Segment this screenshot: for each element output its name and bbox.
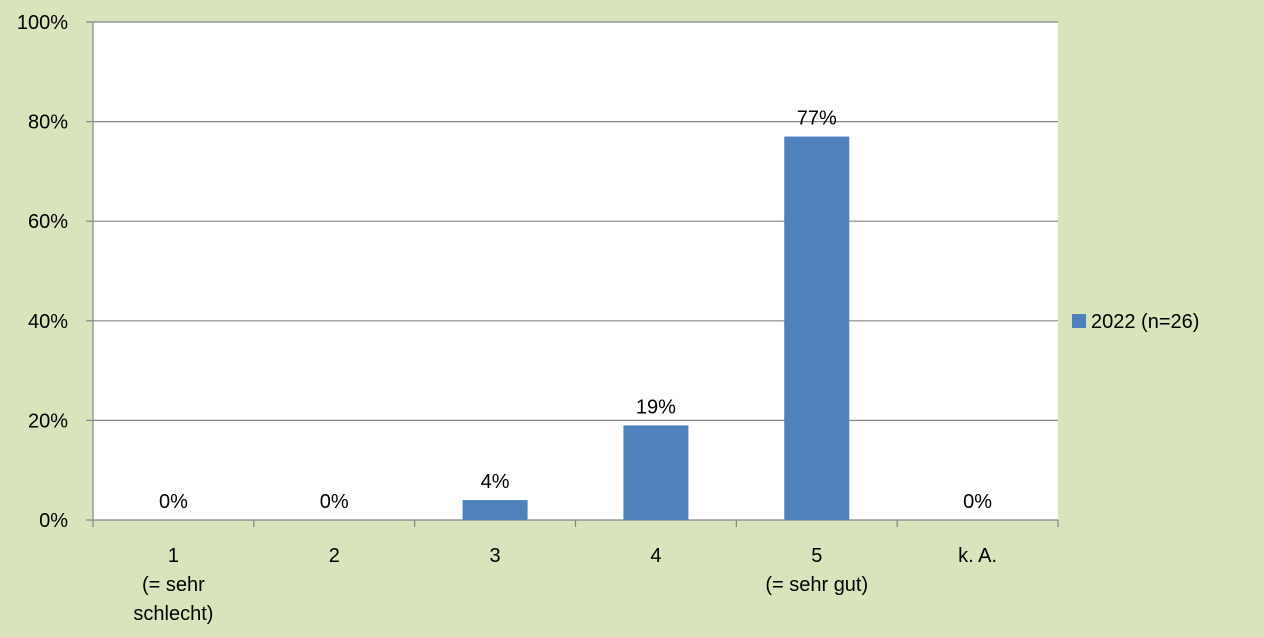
axes: 0% 20% 40% 60% 80% 100% 1 (= sehr schlecht) 2 3 4 5 (… bbox=[17, 12, 1059, 625]
y-tick-label: 60% bbox=[28, 211, 68, 233]
x-tick-label: k. A. bbox=[958, 545, 997, 567]
data-label: 0% bbox=[159, 491, 188, 513]
y-tick-label: 0% bbox=[39, 510, 68, 532]
y-tick-label: 100% bbox=[17, 12, 68, 34]
bar bbox=[623, 425, 689, 520]
x-tick-label: 3 bbox=[490, 545, 501, 567]
x-tick-label: (= sehr gut) bbox=[765, 574, 868, 596]
bars bbox=[462, 136, 850, 521]
data-label: 4% bbox=[481, 471, 510, 493]
legend: 2022 (n=26) bbox=[1072, 311, 1199, 333]
data-label: 0% bbox=[320, 491, 349, 513]
x-tick-label: 2 bbox=[329, 545, 340, 567]
bar bbox=[462, 500, 528, 520]
x-tick-label: 5 bbox=[811, 545, 822, 567]
x-tick-label: schlecht) bbox=[133, 603, 213, 625]
plot-area bbox=[93, 22, 1058, 520]
legend-swatch bbox=[1072, 314, 1086, 328]
data-label: 19% bbox=[636, 396, 676, 418]
gridlines bbox=[93, 21, 1058, 421]
x-tick-label: 1 bbox=[168, 545, 179, 567]
data-label: 77% bbox=[797, 108, 837, 130]
x-tick-label: 4 bbox=[650, 545, 661, 567]
bar bbox=[784, 136, 850, 521]
legend-label: 2022 (n=26) bbox=[1091, 311, 1199, 333]
y-tick-label: 40% bbox=[28, 311, 68, 333]
data-label: 0% bbox=[963, 491, 992, 513]
x-tick-label: (= sehr bbox=[142, 574, 205, 596]
y-tick-label: 80% bbox=[28, 112, 68, 134]
y-tick-label: 20% bbox=[28, 410, 68, 432]
data-labels: 0% 0% 4% 19% 77% 0% bbox=[159, 108, 992, 513]
